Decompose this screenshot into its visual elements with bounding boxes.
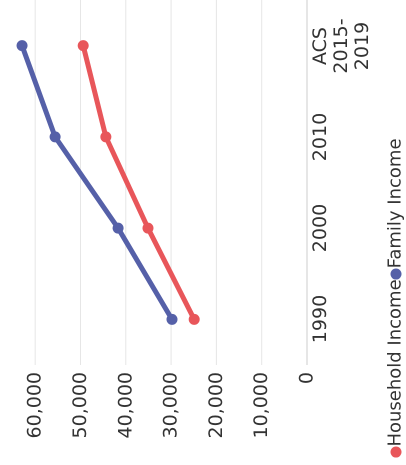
line xyxy=(80,45,197,321)
x-tick-label: 2000 xyxy=(309,203,331,253)
y-tick-label: 10,000 xyxy=(250,372,272,438)
y-tick-label: 50,000 xyxy=(69,372,91,438)
y-tick-label: 40,000 xyxy=(114,372,136,438)
point xyxy=(100,131,112,143)
y-tick-label: 0 xyxy=(296,372,318,384)
point xyxy=(16,40,28,52)
y-tick-label: 30,000 xyxy=(160,372,182,438)
legend-label: Family Income xyxy=(384,138,406,269)
point xyxy=(112,222,124,234)
legend-marker xyxy=(390,446,401,458)
y-tick-label: 20,000 xyxy=(205,372,227,438)
point xyxy=(142,222,154,234)
line xyxy=(19,44,175,321)
point xyxy=(49,131,61,143)
x-tick-label: 2010 xyxy=(309,112,331,162)
legend-label: Household Income xyxy=(384,279,406,447)
y-tick-label: 60,000 xyxy=(24,372,46,438)
point xyxy=(166,313,178,325)
legend-marker xyxy=(390,268,401,280)
point xyxy=(188,313,200,325)
x-tick-label: 1990 xyxy=(309,295,331,344)
legend: Household Income Family Income xyxy=(384,138,406,458)
x-tick-label: ACS 2015-2019 xyxy=(309,18,373,74)
point xyxy=(77,40,89,52)
